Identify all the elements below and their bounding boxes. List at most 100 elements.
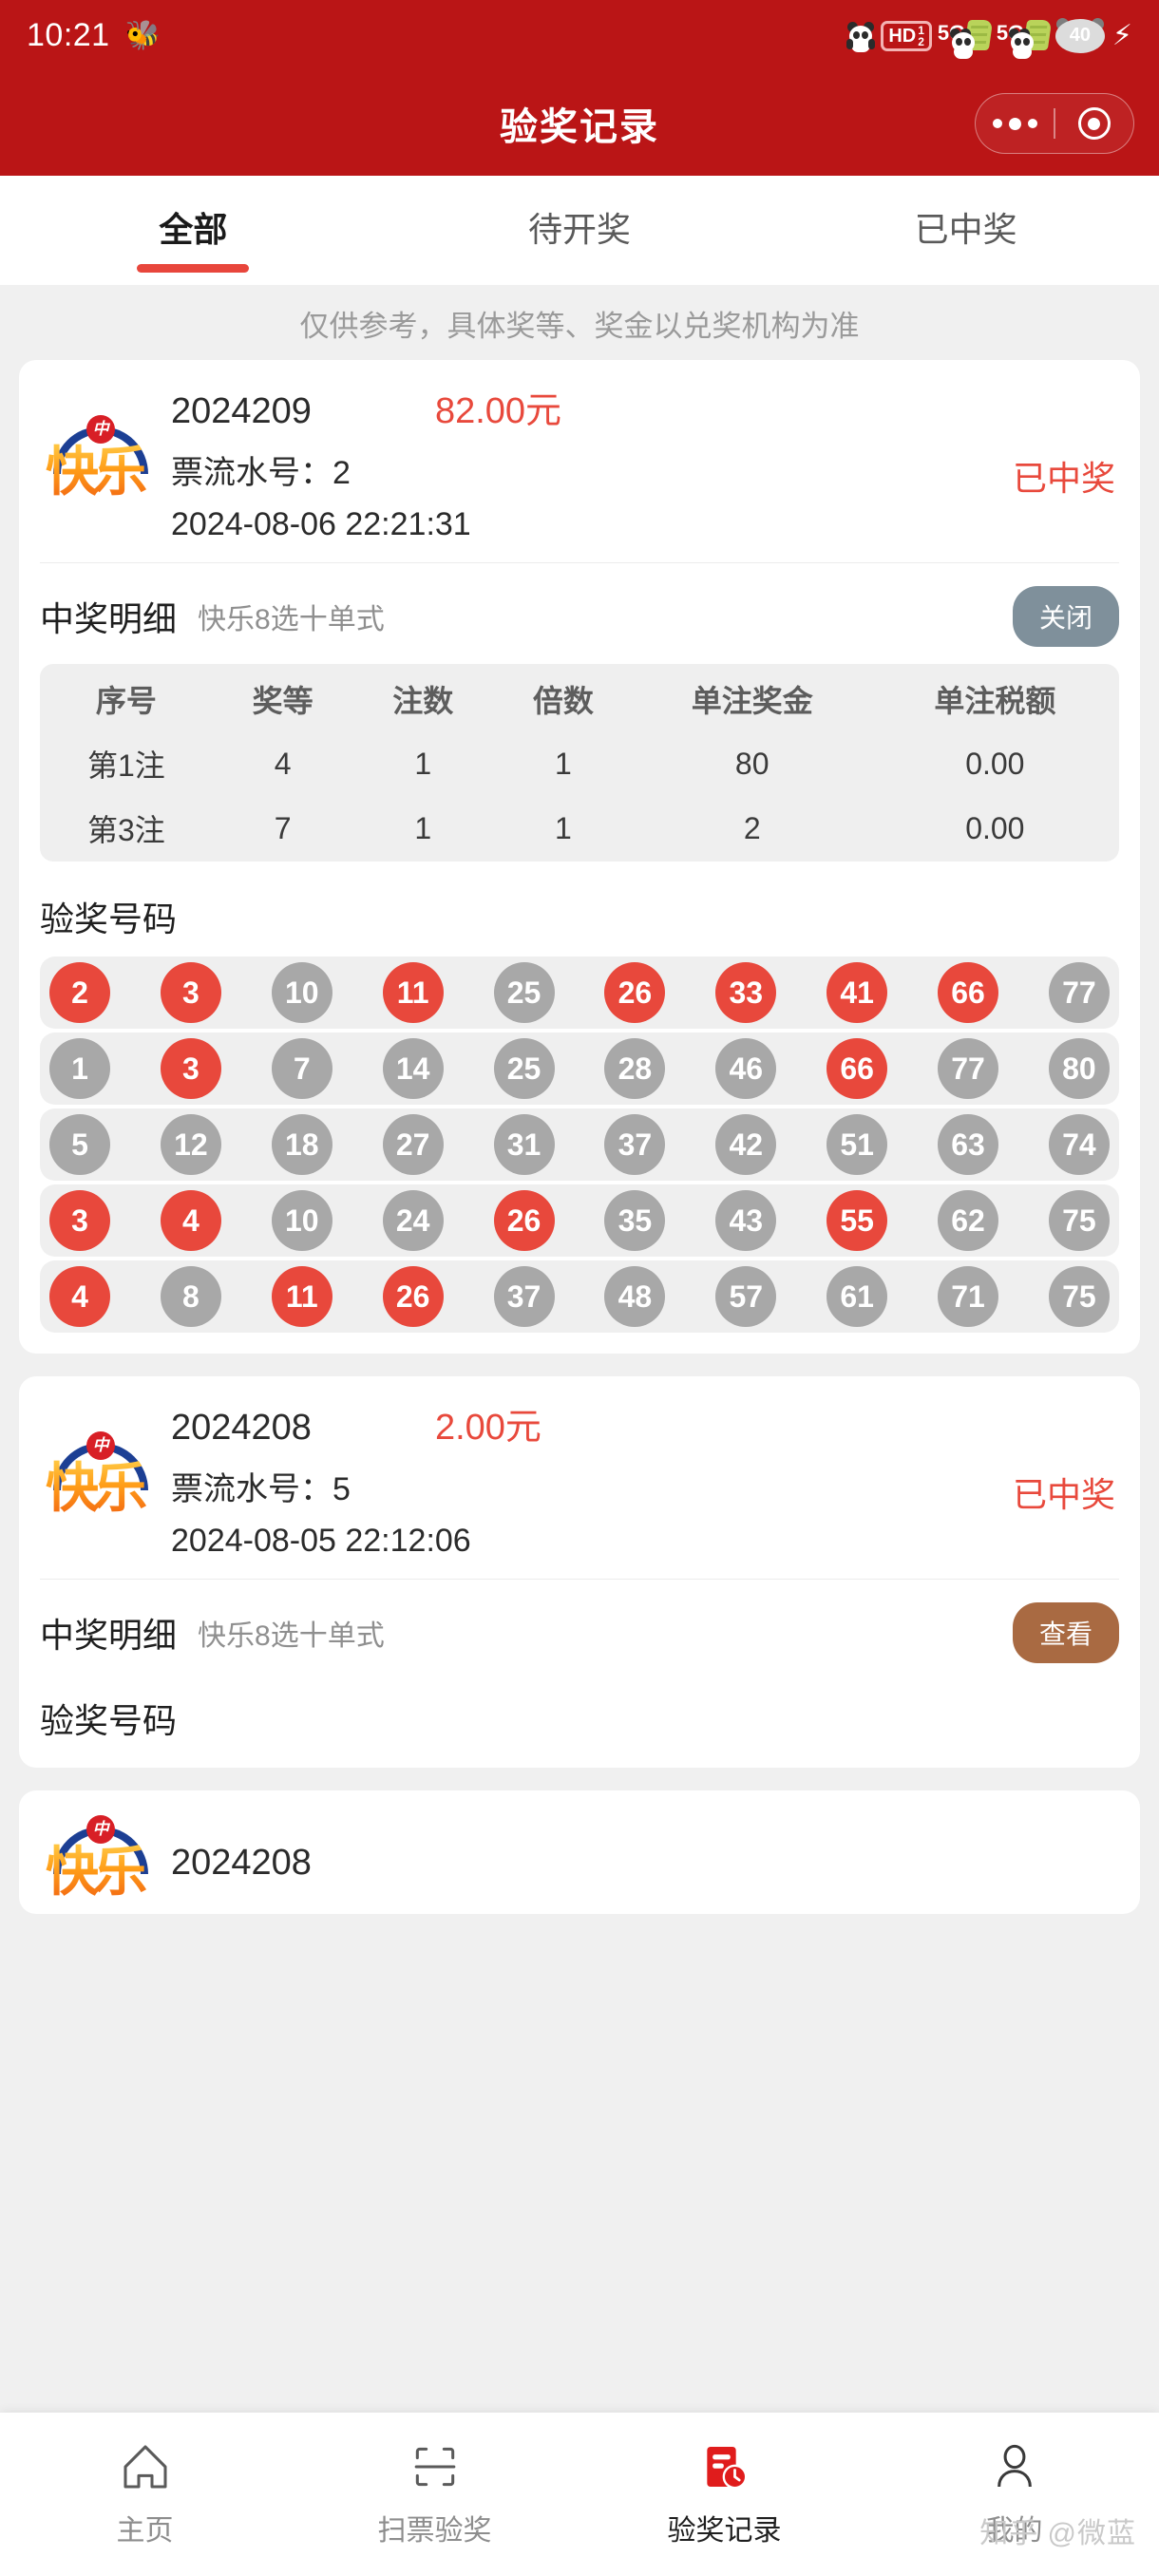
- view-detail-button[interactable]: 查看: [1012, 1602, 1119, 1663]
- status-icon-group: HD 1 2 5G 5G: [846, 17, 1132, 59]
- charging-bolt-icon: ⚡: [1112, 20, 1132, 51]
- scan-icon: [408, 2440, 462, 2493]
- number-ball-miss: 51: [826, 1114, 888, 1175]
- number-row: 5 12 18 27 31 37 42 51 63 74: [40, 1108, 1119, 1181]
- nav-item-profile[interactable]: 我的: [869, 2440, 1159, 2548]
- table-row: 第1注 4 1 1 80 0.00: [40, 732, 1119, 797]
- ticket-header: 中 快乐8 2024208 2.00元 票流水号：5 2024-08-05 22…: [40, 1376, 1119, 1590]
- prize-detail-title: 中奖明细: [40, 1616, 178, 1655]
- col-bets: 注数: [392, 684, 454, 718]
- tab-all[interactable]: 全部: [0, 176, 387, 273]
- kuaile8-logo-text: 快乐8: [46, 1454, 156, 1590]
- number-ball-miss: 14: [382, 1038, 444, 1099]
- panda-signal-glyph: [949, 27, 975, 59]
- ticket-amount: 2.00元: [434, 1408, 542, 1448]
- number-ball-hit: 3: [49, 1190, 110, 1251]
- ticket-issue: 2024208: [171, 1842, 312, 1883]
- hd-voice-icon: HD 1 2: [881, 20, 932, 51]
- nav-item-scan[interactable]: 扫票验奖: [290, 2440, 580, 2548]
- ticket-card[interactable]: 中 快乐8 2024209 82.00元 票流水号：2 2024-08-06 2…: [19, 360, 1140, 1354]
- kuaile8-logo-icon: 中 快乐8: [40, 1811, 162, 1914]
- number-ball-miss: 77: [938, 1038, 998, 1099]
- number-ball-miss: 1: [49, 1038, 110, 1099]
- number-ball-miss: 43: [715, 1190, 777, 1251]
- number-ball-miss: 37: [604, 1114, 666, 1175]
- tab-pending[interactable]: 待开奖: [387, 176, 773, 252]
- ticket-serial: 票流水号：2: [171, 455, 351, 491]
- nav-label-profile: 我的: [985, 2515, 1043, 2547]
- number-ball-miss: 62: [938, 1190, 998, 1251]
- number-ball-hit: 11: [271, 1266, 332, 1327]
- cell-tax: 0.00: [965, 810, 1025, 845]
- numbers-section-title: 验奖号码: [40, 1701, 178, 1740]
- tab-won[interactable]: 已中奖: [772, 176, 1159, 252]
- cell-index: 第1注: [86, 748, 165, 783]
- prize-detail-row: 中奖明细 快乐8选十单式 查看: [40, 1580, 1119, 1680]
- close-detail-button[interactable]: 关闭: [1012, 586, 1119, 647]
- nav-item-home[interactable]: 主页: [0, 2440, 290, 2548]
- ticket-card[interactable]: 中 快乐8 2024208 2.00元 票流水号：5 2024-08-05 22…: [19, 1376, 1140, 1768]
- number-ball-hit: 3: [160, 1038, 221, 1099]
- table-header-row: 序号 奖等 注数 倍数 单注奖金 单注税额: [40, 664, 1119, 732]
- battery-percent: 40: [1069, 25, 1092, 46]
- number-ball-hit: 11: [382, 962, 444, 1023]
- number-ball-hit: 4: [49, 1266, 110, 1327]
- tab-pending-label: 待开奖: [528, 210, 632, 249]
- ticket-amount: 82.00元: [434, 391, 562, 431]
- col-index: 序号: [95, 684, 157, 718]
- cell-index: 第3注: [86, 813, 165, 847]
- number-ball-hit: 66: [826, 1038, 888, 1099]
- number-ball-miss: 57: [715, 1266, 777, 1327]
- number-ball-miss: 75: [1048, 1266, 1110, 1327]
- hd-sim-bottom: 2: [918, 34, 924, 48]
- cell-prize: 80: [734, 746, 770, 781]
- col-multiple: 倍数: [532, 684, 594, 718]
- mini-program-capsule[interactable]: [975, 93, 1134, 154]
- bottom-navigation[interactable]: 主页 扫票验奖 验奖记录: [0, 2413, 1159, 2576]
- hd-label: HD: [888, 25, 917, 47]
- number-ball-miss: 10: [271, 962, 332, 1023]
- cell-tax: 0.00: [965, 746, 1025, 781]
- nav-item-records[interactable]: 验奖记录: [580, 2440, 869, 2548]
- record-clock-icon: [698, 2440, 751, 2493]
- page-title: 验奖记录: [500, 106, 659, 148]
- number-row: 4 8 11 26 37 48 57 61 71 75: [40, 1260, 1119, 1333]
- 5g-signal-icon-2: 5G: [997, 19, 1053, 59]
- target-icon[interactable]: [1055, 107, 1133, 140]
- status-badge: 已中奖: [1012, 459, 1115, 498]
- number-row: 2 3 10 11 25 26 33 41 66 77: [40, 957, 1119, 1029]
- ticket-list[interactable]: 中 快乐8 2024209 82.00元 票流水号：2 2024-08-06 2…: [0, 360, 1159, 1914]
- number-ball-hit: 2: [49, 962, 110, 1023]
- bee-emoji-icon: 🐝: [124, 20, 161, 51]
- number-row: 1 3 7 14 25 28 46 66 77 80: [40, 1032, 1119, 1105]
- number-ball-miss: 10: [271, 1190, 332, 1251]
- number-ball-miss: 28: [604, 1038, 666, 1099]
- cell-multiple: 1: [555, 746, 572, 781]
- number-ball-miss: 25: [493, 962, 555, 1023]
- ticket-card[interactable]: 中 快乐8 2024208: [19, 1790, 1140, 1914]
- 5g-signal-icon: 5G: [938, 19, 994, 59]
- ticket-serial: 票流水号：5: [171, 1471, 351, 1507]
- cell-bets: 1: [414, 746, 432, 781]
- capsule-divider: [1054, 108, 1055, 139]
- play-type-label: 快乐8选十单式: [198, 604, 385, 635]
- nav-label-home: 主页: [116, 2515, 174, 2547]
- number-ball-hit: 3: [160, 962, 221, 1023]
- col-level: 奖等: [252, 684, 314, 718]
- number-ball-hit: 4: [160, 1190, 221, 1251]
- hd-sim-top: 1: [918, 23, 924, 37]
- card-divider: [40, 562, 1119, 563]
- kuaile8-logo-icon: 中 快乐8: [40, 411, 162, 574]
- more-dots-icon[interactable]: [976, 117, 1054, 130]
- tab-bar[interactable]: 全部 待开奖 已中奖: [0, 176, 1159, 285]
- number-ball-miss: 37: [493, 1266, 555, 1327]
- number-ball-miss: 5: [49, 1114, 110, 1175]
- col-prize: 单注奖金: [691, 684, 813, 718]
- number-ball-miss: 25: [493, 1038, 555, 1099]
- ticket-datetime: 2024-08-06 22:21:31: [171, 506, 471, 542]
- cell-multiple: 1: [555, 810, 572, 845]
- status-time: 10:21: [27, 17, 110, 53]
- number-ball-hit: 41: [826, 962, 888, 1023]
- number-ball-hit: 26: [382, 1266, 444, 1327]
- number-ball-miss: 31: [493, 1114, 555, 1175]
